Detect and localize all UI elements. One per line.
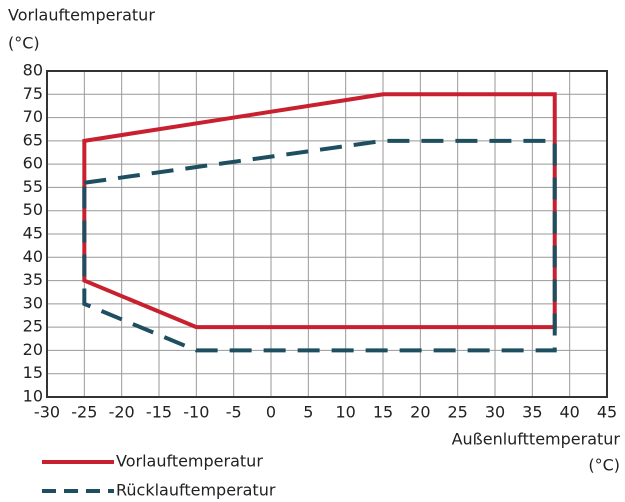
x-tick-label: 5 [303,403,313,422]
y-tick-label: 45 [23,224,43,243]
x-tick-label: 0 [266,403,276,422]
x-tick-label: 30 [485,403,505,422]
x-tick-label: 10 [335,403,355,422]
y-tick-label: 55 [23,177,43,196]
y-tick-label: 80 [23,61,43,80]
y-tick-label: 70 [23,107,43,126]
y-tick-label: 60 [23,154,43,173]
x-tick-label: -15 [146,403,172,422]
y-tick-label: 20 [23,340,43,359]
y-axis-unit: (°C) [8,34,40,53]
x-tick-label: -5 [226,403,242,422]
x-tick-label: 40 [559,403,579,422]
x-axis-unit: (°C) [588,456,620,475]
x-tick-label: 45 [597,403,617,422]
x-tick-label: -20 [109,403,135,422]
y-tick-label: 75 [23,84,43,103]
y-tick-label: 15 [23,363,43,382]
plot-frame [46,70,608,398]
x-axis-label: Außenlufttemperatur [452,430,621,449]
y-tick-label: 40 [23,247,43,266]
y-tick-label: 10 [23,387,43,406]
x-tick-label: -10 [183,403,209,422]
y-tick-label: 30 [23,293,43,312]
x-tick-label: -25 [71,403,97,422]
envelope [82,138,557,353]
y-tick-label: 25 [23,317,43,336]
x-tick-label: 35 [522,403,542,422]
x-tick-label: -30 [34,403,60,422]
y-tick-label: 65 [23,130,43,149]
x-tick-label: 15 [373,403,393,422]
legend-label: Vorlauftemperatur [116,452,263,471]
x-tick-label: 20 [410,403,430,422]
x-tick-label: 25 [447,403,467,422]
y-tick-label: 35 [23,270,43,289]
legend-label: Rücklauftemperatur [116,481,276,500]
y-tick-label: 50 [23,200,43,219]
y-axis-label: Vorlauftemperatur [8,6,155,25]
